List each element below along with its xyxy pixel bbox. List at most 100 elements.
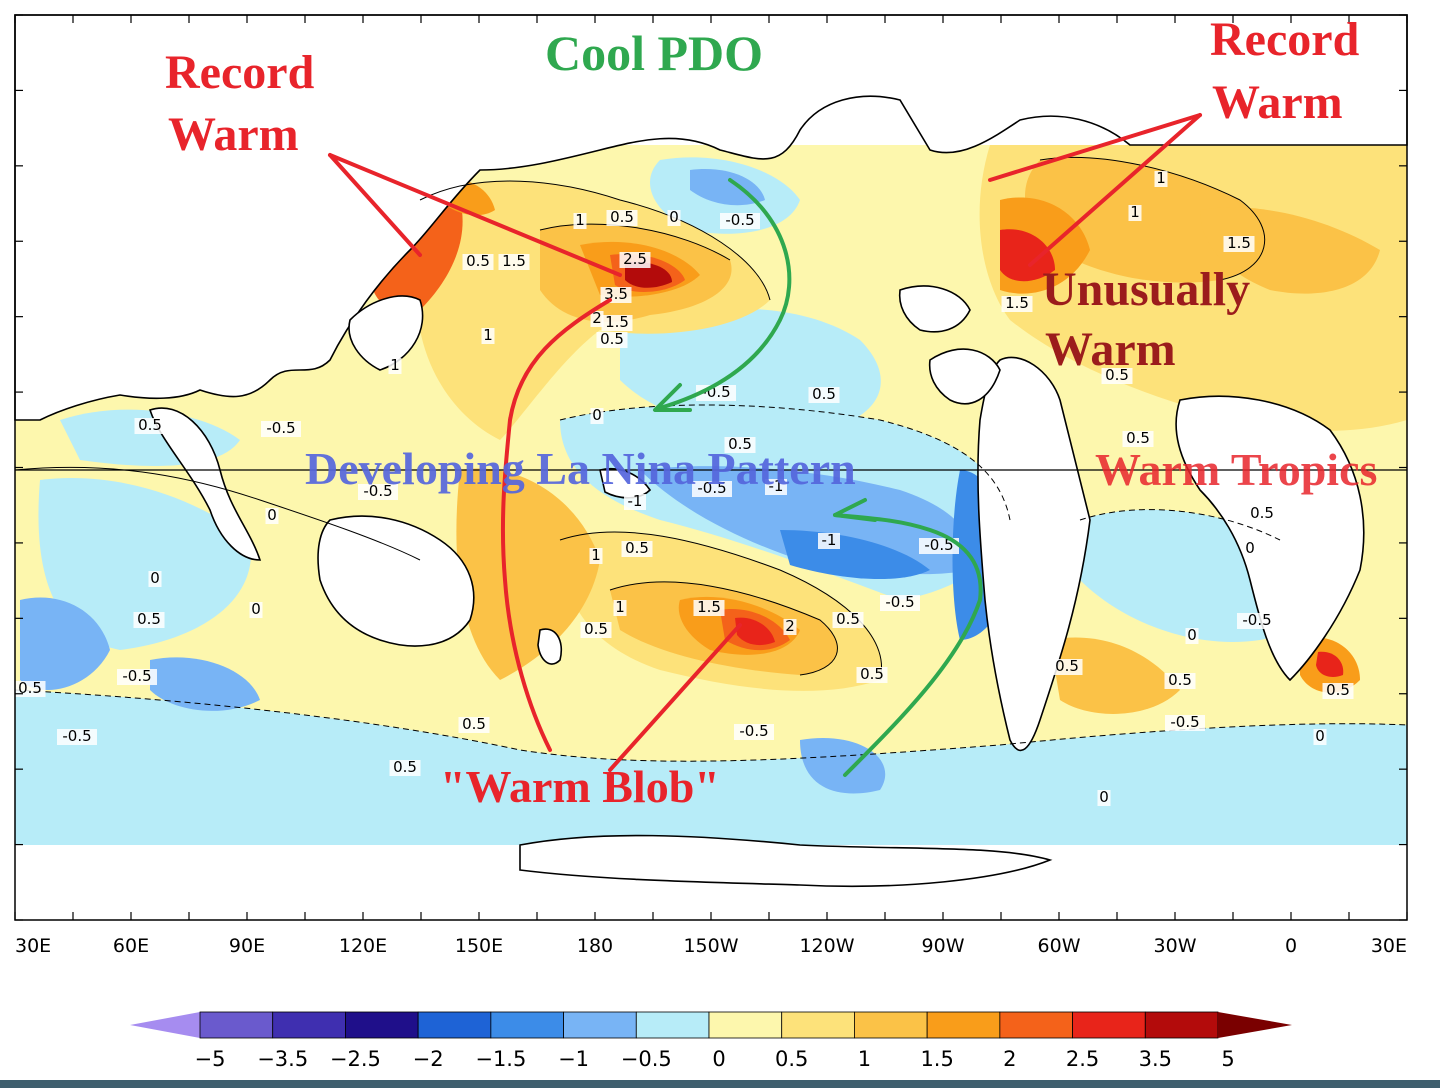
- contour-label-bg: [621, 541, 653, 557]
- colorbar-segment: [272, 1011, 346, 1039]
- contour-label: 0.5: [728, 435, 752, 453]
- contour-label: -0.5: [924, 536, 953, 554]
- contour-label: -0.5: [363, 482, 392, 500]
- warm-blob-curve: [500, 298, 612, 752]
- contour-label: 0.5: [466, 252, 490, 270]
- contour-label-bg: [389, 760, 421, 776]
- contour-label-bg: [1051, 659, 1083, 675]
- pdo-arrow: [658, 178, 792, 410]
- record-warm-left-line2: Warm: [168, 108, 299, 161]
- la-nina-label: Developing La Nina Pattern: [305, 443, 856, 494]
- colorbar-segment: [563, 1011, 637, 1039]
- contour-label: 0.5: [625, 539, 649, 557]
- contour-label-bg: [613, 600, 627, 616]
- contour-label: 0.5: [393, 758, 417, 776]
- contour-label: 0.5: [1126, 429, 1150, 447]
- contour-label-bg: [1097, 790, 1111, 806]
- contour-label: -0.5: [122, 667, 151, 685]
- contour-label-bg: [1185, 628, 1199, 644]
- warm-blob-label: "Warm Blob": [440, 761, 720, 812]
- annotation-arrows: [328, 113, 1202, 777]
- contour-label-bg: [734, 724, 774, 740]
- contour-label: -0.5: [885, 593, 914, 611]
- contour-label-bg: [880, 595, 920, 611]
- la-nina-arrow: [833, 513, 983, 777]
- contour-label: 0.5: [1250, 504, 1274, 522]
- contour-label: -0.5: [697, 479, 726, 497]
- contour-label: 2: [785, 617, 795, 635]
- record-warm-right-line1: Record: [1210, 13, 1360, 66]
- warm-tropics-label: Warm Tropics: [1095, 444, 1377, 495]
- contour-label-bg: [265, 508, 279, 524]
- contour-label-bg: [580, 622, 612, 638]
- contour-label-bg: [498, 254, 530, 270]
- contour-label-bg: [1164, 673, 1196, 689]
- contour-label-bg: [724, 437, 756, 453]
- contour-label-bg: [1246, 506, 1278, 522]
- colorbar-segment: [417, 1011, 492, 1039]
- contour-lines: [14, 156, 1408, 762]
- contour-label-bg: [590, 311, 604, 327]
- contour-label-bg: [589, 548, 603, 564]
- lon-tick-label: 30E: [15, 935, 51, 957]
- lon-tick-label: 0: [1285, 935, 1297, 957]
- record-warm-right-arrow-b: [1028, 113, 1202, 267]
- contour-label: 1: [483, 326, 493, 344]
- contour-label-bg: [601, 315, 633, 331]
- contour-label-bg: [919, 538, 959, 554]
- contour-label: -0.5: [1242, 611, 1271, 629]
- contour-label-bg: [1313, 729, 1327, 745]
- contour-label: 1.5: [502, 252, 526, 270]
- contour-label-bg: [134, 418, 166, 434]
- contour-label: -0.5: [62, 727, 91, 745]
- lon-tick-label: 60E: [113, 935, 149, 957]
- contour-label: 0: [669, 208, 679, 226]
- contour-label: 0.5: [1168, 671, 1192, 689]
- contour-label: 0.5: [812, 385, 836, 403]
- contour-label: -0.5: [1170, 713, 1199, 731]
- lon-tick-label: 30E: [1371, 935, 1407, 957]
- record-warm-left-arrow-a: [328, 153, 422, 257]
- contour-label-bg: [596, 332, 628, 348]
- contour-label-bg: [624, 494, 646, 510]
- colorbar-segment: [1144, 1011, 1219, 1039]
- contour-label-bg: [1237, 613, 1277, 629]
- lon-tick-label: 180: [577, 935, 613, 957]
- contour-label: 1: [390, 356, 400, 374]
- colorbar-label: −0.5: [621, 1047, 672, 1071]
- colorbar-segment: [999, 1011, 1073, 1039]
- contour-label: 0: [1187, 626, 1197, 644]
- unusually-warm-line2: Warm: [1045, 323, 1176, 376]
- contour-label-bg: [261, 421, 301, 437]
- contour-labels: 1 0.5 0 -0.50.5 1.5 2.53.52 1.50.511-0.5 0.500.…: [14, 169, 1354, 806]
- contour-label-bg: [619, 252, 651, 268]
- frame-ticks: [14, 14, 1408, 921]
- contour-label: -1: [628, 492, 643, 510]
- contour-label: -1: [822, 531, 837, 549]
- colorbar-label: 2: [1003, 1047, 1016, 1071]
- colorbar-low-arrow: [130, 1012, 200, 1038]
- pdo-arrow-head: [653, 383, 692, 412]
- contour-label-bg: [388, 358, 402, 374]
- contour-label: 0: [251, 600, 261, 618]
- contour-label: 0: [1315, 727, 1325, 745]
- contour-label: 0.5: [584, 620, 608, 638]
- record-warm-left-arrow-b: [328, 153, 622, 277]
- contour-label-bg: [765, 479, 787, 495]
- colorbar-segment: [345, 1011, 419, 1039]
- sst-anomaly-field: [15, 145, 1407, 845]
- longitude-tick-labels: 30E 60E 90E 120E 150E 180 150W 120W 90W 60W 30W 0 30…: [15, 935, 1407, 957]
- contour-label-bg: [692, 481, 732, 497]
- contour-label: 1: [1130, 203, 1140, 221]
- contour-label-bg: [1101, 368, 1133, 384]
- contour-label-bg: [808, 387, 840, 403]
- contour-label: 0: [1245, 539, 1255, 557]
- cool-pdo-label: Cool PDO: [545, 25, 763, 81]
- lon-tick-label: 90W: [922, 935, 965, 957]
- contour-label: 2.5: [623, 250, 647, 268]
- contour-label-bg: [1223, 236, 1255, 252]
- contour-label: -0.5: [725, 211, 754, 229]
- contour-label-bg: [693, 600, 725, 616]
